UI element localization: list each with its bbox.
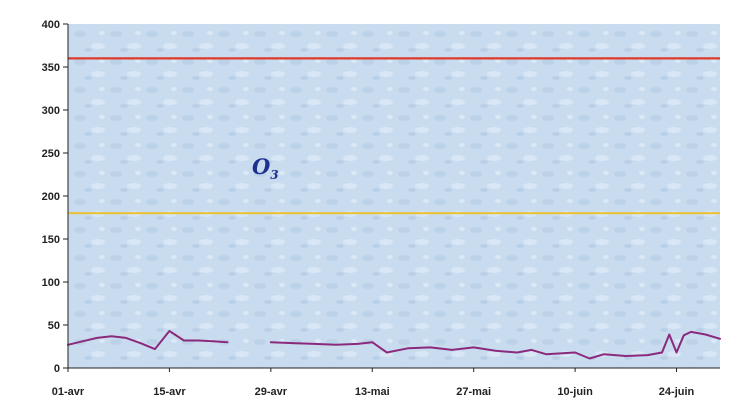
y-tick-label: 250: [42, 148, 60, 160]
y-tick-label: 400: [42, 19, 60, 31]
y-tick-label: 350: [42, 62, 60, 74]
x-tick-label: 15-avr: [153, 386, 186, 398]
x-tick-label: 29-avr: [255, 386, 288, 398]
x-tick-label: 13-mai: [355, 386, 390, 398]
plot-area: [68, 24, 720, 368]
x-axis-ticks: 01-avr 15-avr 29-avr 13-mai 27-mai 10-juin 24-…: [52, 368, 695, 398]
ozone-label-main: O: [252, 154, 271, 179]
ozone-label-subscript: 3: [270, 168, 278, 182]
y-tick-label: 200: [42, 191, 60, 203]
series-line-segment-2: [269, 330, 721, 360]
y-tick-label: 150: [42, 234, 60, 246]
series-line-segment-1: [67, 330, 229, 351]
series-layer: [67, 330, 721, 360]
y-tick-label: 50: [48, 320, 60, 332]
plot-background: [68, 24, 720, 368]
y-tick-label: 0: [54, 363, 60, 375]
x-tick-label: 27-mai: [456, 386, 491, 398]
x-tick-label: 01-avr: [52, 386, 85, 398]
ozone-label: O3: [252, 154, 279, 182]
x-tick-label: 10-juin: [557, 386, 593, 398]
y-tick-label: 300: [42, 105, 60, 117]
y-tick-label: 100: [42, 277, 60, 289]
y-axis-ticks: 0 50 100 150 200 250 300 350 400: [42, 19, 68, 375]
reference-lines: [68, 57, 720, 215]
x-tick-label: 24-juin: [659, 386, 695, 398]
